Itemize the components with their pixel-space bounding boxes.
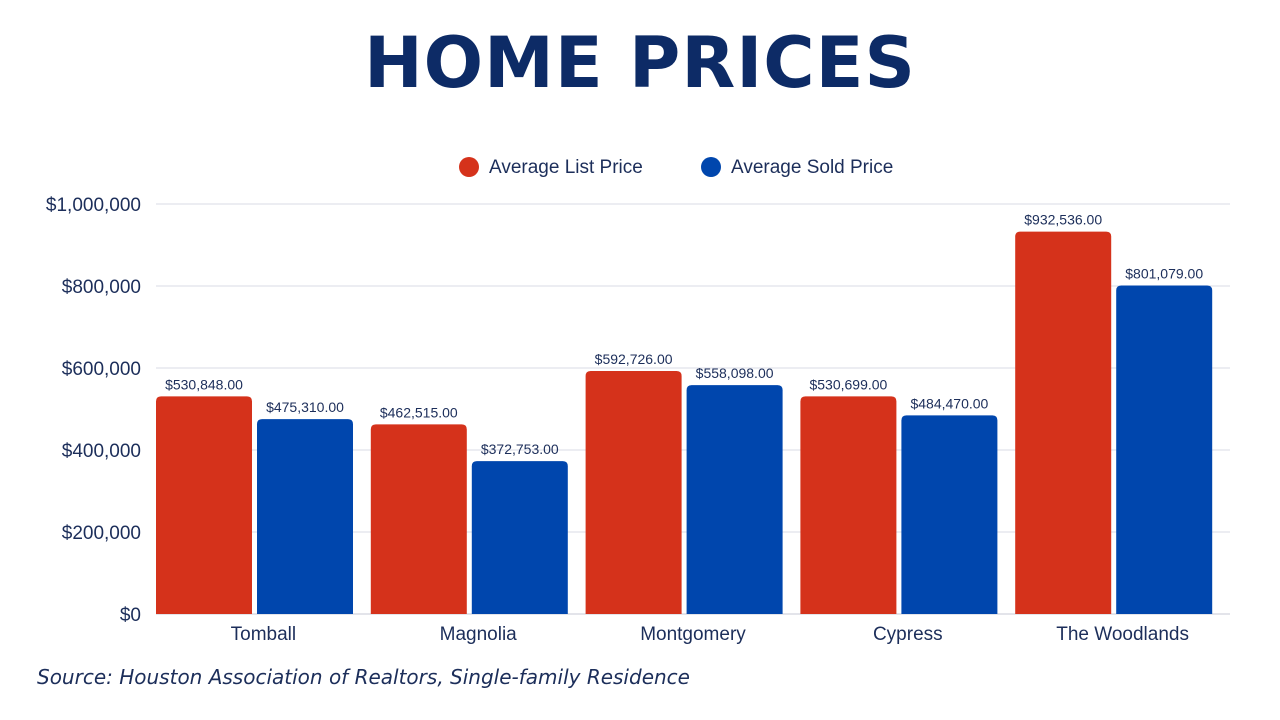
x-tick-label: Tomball [231,624,296,645]
bar-sold-0 [257,419,353,614]
x-tick-label: Montgomery [640,624,746,645]
data-label-sold-3: $484,470.00 [910,395,988,411]
data-labels: $530,848.00 $475,310.00 $462,515.00 $372,75… [165,212,1203,458]
bar-sold-4 [1116,285,1213,614]
data-label-list-0: $530,848.00 [165,376,243,392]
y-tick-label: $1,000,000 [46,195,141,216]
chart-title: HOME PRICES [364,22,916,104]
data-label-list-2: $592,726.00 [595,351,673,367]
legend-label-sold: Average Sold Price [731,157,893,178]
bar-list-0 [156,396,252,614]
data-label-sold-4: $801,079.00 [1125,266,1203,282]
legend-marker-sold [701,157,721,177]
legend-label-list: Average List Price [489,157,643,178]
data-label-list-1: $462,515.00 [380,404,458,420]
x-axis: Tomball Magnolia Montgomery Cypress The Wood… [231,624,1189,645]
data-label-sold-1: $372,753.00 [481,441,559,457]
x-tick-label: Magnolia [440,624,518,645]
legend-marker-list [459,157,479,177]
y-tick-label: $600,000 [62,359,141,380]
bar-sold-2 [686,385,783,614]
bar-list-3 [800,396,897,614]
data-label-list-3: $530,699.00 [809,376,887,392]
bar-list-1 [370,424,467,614]
bar-list-2 [585,370,682,614]
y-tick-label: $400,000 [62,441,141,462]
y-axis: $0 $200,000 $400,000 $600,000 $800,000 $1,000… [46,195,141,626]
x-tick-label: Cypress [873,624,943,645]
source-note: Source: Houston Association of Realtors,… [37,665,690,689]
legend: Average List Price Average Sold Price [459,157,893,178]
x-tick-label: The Woodlands [1056,624,1189,645]
data-label-list-4: $932,536.00 [1024,212,1102,228]
bar-sold-3 [901,415,998,614]
bar-sold-1 [471,461,568,614]
y-tick-label: $0 [120,605,141,626]
bars [156,231,1213,615]
y-tick-label: $800,000 [62,277,141,298]
y-tick-label: $200,000 [62,523,141,544]
bar-list-4 [1015,231,1112,615]
data-label-sold-0: $475,310.00 [266,399,344,415]
data-label-sold-2: $558,098.00 [696,365,774,381]
